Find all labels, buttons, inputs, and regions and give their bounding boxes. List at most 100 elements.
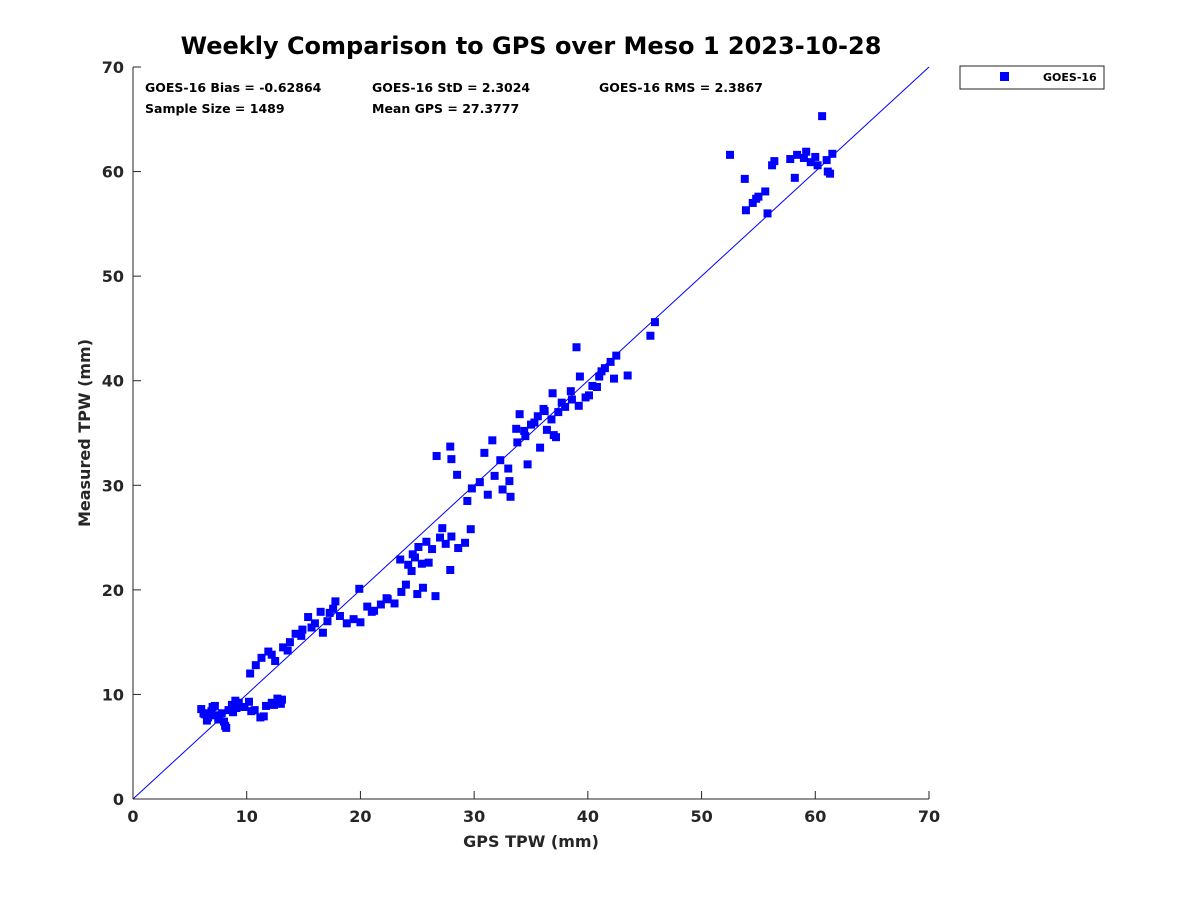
x-tick-label: 70 bbox=[918, 807, 940, 826]
data-point bbox=[224, 706, 233, 715]
data-point bbox=[273, 694, 282, 703]
data-point bbox=[612, 351, 621, 360]
x-tick-label: 60 bbox=[804, 807, 826, 826]
data-point bbox=[811, 152, 820, 161]
stat-std: GOES-16 StD = 2.3024 bbox=[372, 80, 530, 95]
data-point bbox=[466, 525, 475, 534]
data-point bbox=[567, 395, 576, 404]
data-point bbox=[446, 442, 455, 451]
legend-marker bbox=[1000, 72, 1009, 81]
data-point bbox=[761, 187, 770, 196]
data-point bbox=[446, 565, 455, 574]
data-point bbox=[396, 555, 405, 564]
data-point bbox=[404, 560, 413, 569]
data-point bbox=[793, 150, 802, 159]
data-point bbox=[247, 707, 256, 716]
data-point bbox=[539, 404, 548, 413]
data-point bbox=[422, 537, 431, 546]
data-point bbox=[536, 443, 545, 452]
data-point bbox=[431, 592, 440, 601]
data-point bbox=[229, 708, 238, 717]
y-tick-label: 30 bbox=[102, 476, 124, 495]
data-point bbox=[554, 408, 563, 417]
data-point bbox=[597, 367, 606, 376]
y-tick-label: 50 bbox=[102, 267, 124, 286]
data-point bbox=[786, 155, 795, 164]
x-axis-label: GPS TPW (mm) bbox=[463, 832, 599, 851]
data-point bbox=[197, 705, 206, 714]
data-point bbox=[257, 653, 266, 662]
data-point bbox=[363, 602, 372, 611]
data-point bbox=[515, 410, 524, 419]
data-point bbox=[483, 490, 492, 499]
y-tick-label: 10 bbox=[102, 685, 124, 704]
one-to-one-line bbox=[132, 66, 930, 800]
y-tick-label: 40 bbox=[102, 372, 124, 391]
data-point bbox=[234, 698, 243, 707]
data-point bbox=[397, 587, 406, 596]
data-point bbox=[748, 198, 757, 207]
data-point bbox=[428, 545, 437, 554]
x-axis-ticks: 0 10 20 30 40 50 60 70 bbox=[127, 791, 940, 826]
data-point bbox=[307, 623, 316, 632]
data-point bbox=[650, 318, 659, 327]
data-point bbox=[506, 492, 515, 501]
data-point bbox=[790, 173, 799, 182]
data-point bbox=[335, 612, 344, 620]
data-point bbox=[401, 580, 410, 589]
x-tick-label: 40 bbox=[577, 807, 599, 826]
data-point bbox=[480, 448, 489, 457]
data-point bbox=[356, 618, 365, 627]
data-point bbox=[304, 613, 313, 622]
data-point bbox=[595, 372, 604, 381]
data-point bbox=[822, 156, 831, 165]
data-point bbox=[548, 389, 557, 398]
data-point bbox=[413, 590, 422, 599]
data-point bbox=[438, 524, 447, 533]
data-point bbox=[271, 656, 280, 665]
data-point bbox=[441, 539, 450, 548]
data-point bbox=[267, 650, 276, 659]
data-point bbox=[496, 456, 505, 465]
data-point bbox=[770, 157, 779, 166]
data-point bbox=[222, 723, 231, 732]
data-point bbox=[490, 471, 499, 480]
data-point bbox=[316, 607, 325, 616]
data-point bbox=[219, 717, 228, 726]
data-point bbox=[318, 628, 327, 637]
data-point bbox=[488, 436, 497, 445]
data-point bbox=[533, 412, 542, 421]
data-point bbox=[212, 711, 221, 720]
data-point bbox=[726, 150, 734, 159]
data-point bbox=[232, 704, 241, 713]
data-point bbox=[407, 567, 416, 576]
data-point bbox=[202, 716, 211, 725]
data-point bbox=[414, 542, 423, 551]
data-point bbox=[463, 496, 472, 505]
data-point bbox=[298, 625, 307, 634]
data-point bbox=[588, 381, 597, 390]
data-point bbox=[270, 700, 279, 709]
data-point bbox=[244, 697, 253, 706]
data-point bbox=[592, 382, 601, 391]
y-tick-label: 60 bbox=[102, 163, 124, 182]
data-point bbox=[240, 702, 249, 711]
data-point bbox=[355, 584, 364, 593]
y-tick-label: 0 bbox=[113, 790, 124, 809]
x-tick-label: 20 bbox=[349, 807, 371, 826]
data-point bbox=[246, 669, 255, 678]
data-point bbox=[342, 619, 351, 628]
y-tick-label: 20 bbox=[102, 581, 124, 600]
x-tick-label: 50 bbox=[690, 807, 712, 826]
data-point bbox=[251, 661, 260, 670]
x-tick-label: 30 bbox=[463, 807, 485, 826]
data-point bbox=[828, 149, 837, 158]
data-point bbox=[521, 432, 530, 441]
data-point bbox=[291, 629, 300, 638]
data-point bbox=[610, 374, 619, 383]
data-point bbox=[818, 112, 827, 121]
legend: GOES-16 bbox=[959, 65, 1105, 90]
data-point bbox=[382, 594, 391, 603]
data-point bbox=[424, 558, 433, 567]
